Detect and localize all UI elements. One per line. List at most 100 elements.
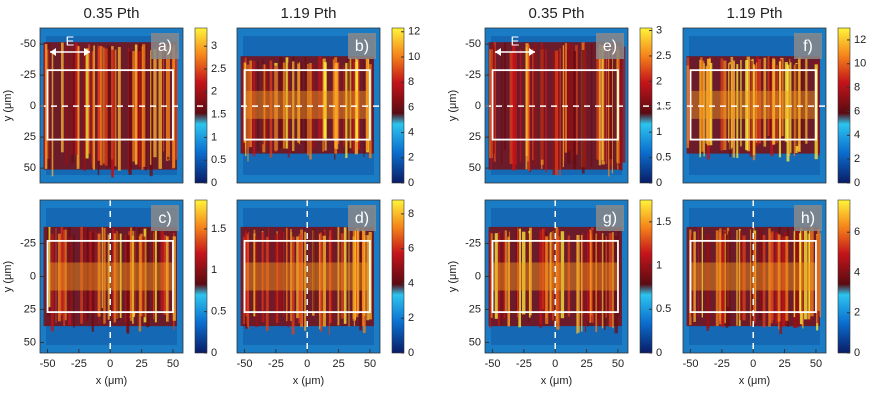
stripe bbox=[348, 57, 352, 149]
stripe bbox=[528, 45, 530, 171]
stripe bbox=[540, 46, 544, 160]
stripe bbox=[621, 46, 626, 163]
stripe bbox=[795, 64, 799, 147]
colorbar-tick-label: 6 bbox=[854, 226, 860, 238]
stripe bbox=[363, 60, 365, 158]
stripe bbox=[608, 232, 613, 328]
colorbar-tick-label: 4 bbox=[408, 126, 414, 138]
stripe bbox=[776, 64, 778, 144]
stripe bbox=[322, 58, 324, 152]
stripe bbox=[808, 229, 810, 312]
x-axis-label: x (μm) bbox=[739, 375, 770, 387]
stripe bbox=[489, 231, 492, 329]
stripe bbox=[742, 235, 746, 321]
panel-label-bg bbox=[348, 33, 376, 59]
colorbar-tick-label: 0 bbox=[211, 347, 217, 359]
panel-label-bg bbox=[151, 33, 179, 59]
colorbar bbox=[837, 199, 851, 354]
stripe bbox=[580, 235, 583, 332]
stripe bbox=[112, 228, 115, 318]
y-tick-label: 25 bbox=[469, 131, 481, 143]
stripe bbox=[283, 231, 285, 317]
panel-label: c) bbox=[158, 210, 171, 227]
stripe bbox=[612, 232, 614, 329]
colorbar-tick-label: 0.5 bbox=[656, 303, 671, 315]
stripe bbox=[296, 236, 300, 319]
stripe bbox=[801, 230, 804, 312]
stripe bbox=[117, 46, 121, 171]
x-tick-label: 50 bbox=[167, 358, 179, 370]
x-tick-label: 50 bbox=[612, 358, 624, 370]
y-tick-label: 50 bbox=[24, 162, 36, 174]
stripe bbox=[92, 51, 95, 169]
stripe bbox=[710, 62, 713, 146]
colorbar-tick-label: 8 bbox=[854, 82, 860, 94]
stripe bbox=[57, 233, 61, 322]
stripe bbox=[265, 236, 269, 331]
colorbar-tick-label: 1.5 bbox=[656, 101, 671, 113]
stripe bbox=[298, 234, 302, 324]
stripe bbox=[619, 51, 623, 171]
stripe bbox=[724, 233, 726, 323]
y-tick-label: 0 bbox=[475, 270, 481, 282]
stripe bbox=[730, 56, 734, 148]
colorbar-tick-label: 8 bbox=[408, 208, 414, 220]
stripe bbox=[799, 227, 803, 325]
stripe bbox=[307, 63, 309, 156]
stripe bbox=[160, 230, 164, 311]
stripe bbox=[91, 50, 93, 165]
stripe bbox=[117, 230, 120, 321]
stripe bbox=[135, 44, 137, 165]
stripe bbox=[799, 59, 803, 144]
y-tick-label: -25 bbox=[465, 69, 481, 81]
y-tick-label: 50 bbox=[469, 336, 481, 348]
stripe bbox=[87, 228, 89, 318]
stripe bbox=[793, 64, 796, 157]
x-tick-label: -25 bbox=[268, 358, 284, 370]
x-tick-label: -25 bbox=[71, 358, 87, 370]
colorbar-tick-label: 1 bbox=[656, 259, 662, 271]
stripe bbox=[323, 61, 327, 141]
stripe bbox=[576, 235, 578, 334]
x-tick-label: -50 bbox=[237, 358, 253, 370]
stripe bbox=[527, 43, 529, 162]
stripe bbox=[521, 231, 526, 315]
stripe bbox=[355, 230, 358, 312]
colorbar-tick-label: 4 bbox=[854, 266, 860, 278]
x-tick-label: 0 bbox=[750, 358, 756, 370]
x-tick-label: 25 bbox=[135, 358, 147, 370]
stripe bbox=[158, 49, 162, 169]
stripe bbox=[736, 230, 738, 326]
stripe bbox=[725, 234, 729, 328]
stripe bbox=[348, 230, 350, 327]
stripe bbox=[291, 236, 295, 335]
stripe bbox=[603, 51, 606, 162]
stripe bbox=[553, 228, 555, 325]
stripe bbox=[157, 230, 160, 311]
stripe bbox=[581, 49, 585, 174]
stripe bbox=[514, 51, 517, 165]
stripe bbox=[84, 226, 87, 322]
colorbar-tick-label: 0 bbox=[854, 347, 860, 359]
stripe bbox=[146, 228, 150, 328]
stripe bbox=[275, 233, 279, 323]
stripe bbox=[244, 230, 247, 314]
stripe bbox=[556, 228, 560, 312]
stripe bbox=[292, 61, 295, 152]
axes-frame bbox=[682, 27, 827, 184]
stripe bbox=[772, 58, 776, 145]
stripe bbox=[286, 227, 288, 322]
axes-frame bbox=[236, 27, 381, 184]
stripe bbox=[492, 44, 495, 154]
stripe bbox=[611, 47, 613, 174]
stripe bbox=[784, 62, 788, 142]
colorbar-tick-label: 4 bbox=[854, 129, 860, 141]
colorbar bbox=[837, 27, 851, 184]
stripe bbox=[595, 233, 598, 333]
stripe bbox=[352, 230, 356, 321]
colorbar-tick-label: 1 bbox=[211, 264, 217, 276]
stripe bbox=[70, 46, 74, 155]
region-box bbox=[46, 69, 174, 141]
panel-label: a) bbox=[158, 38, 172, 55]
y-tick-label: -25 bbox=[465, 237, 481, 249]
